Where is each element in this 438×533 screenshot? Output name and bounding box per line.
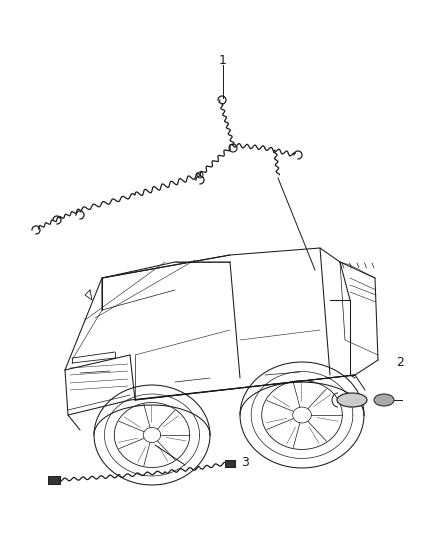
Ellipse shape bbox=[337, 393, 367, 407]
Text: 3: 3 bbox=[241, 456, 249, 470]
Bar bbox=[225, 460, 235, 467]
Ellipse shape bbox=[374, 394, 394, 406]
Text: 1: 1 bbox=[219, 53, 227, 67]
Bar bbox=[48, 476, 60, 484]
Text: 2: 2 bbox=[396, 357, 404, 369]
